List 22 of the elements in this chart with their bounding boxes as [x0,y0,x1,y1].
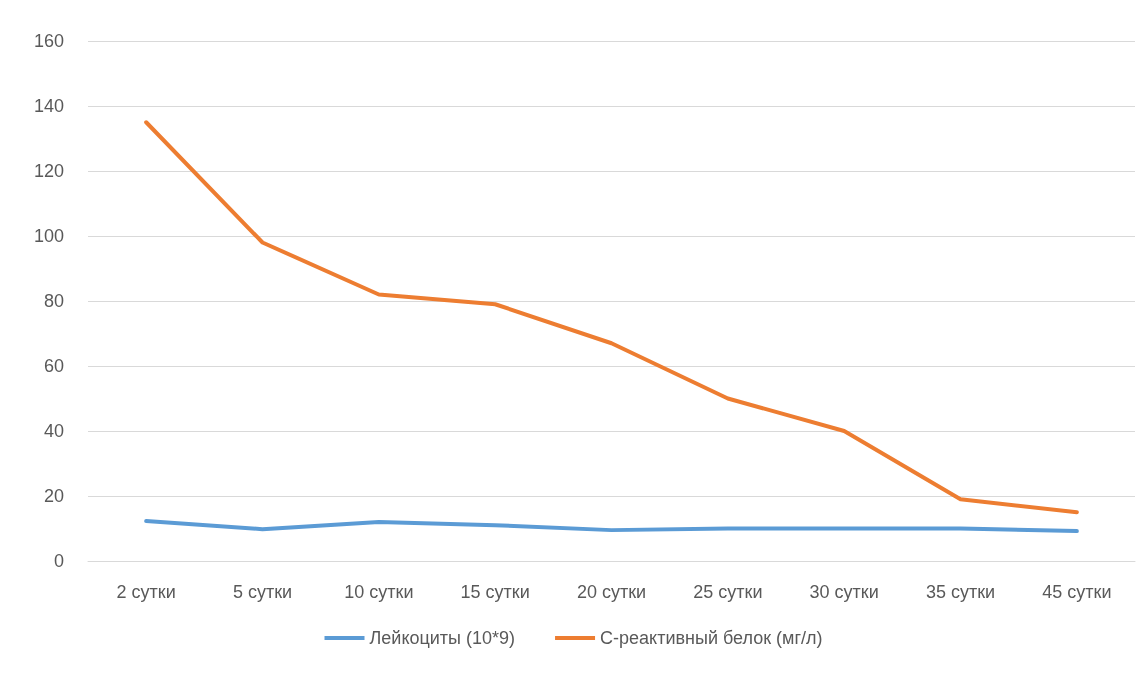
x-tick-label: 15 сутки [460,582,530,602]
y-tick-label: 60 [43,356,64,376]
x-tick-label: 25 сутки [693,582,763,602]
line-series [144,120,1079,515]
y-tick-label: 120 [33,161,64,181]
x-tick-label: 35 сутки [925,582,996,602]
line-series [144,519,1079,534]
legend-label: С-реактивный белок (мг/л) [600,628,823,648]
y-tick-label: 100 [33,226,64,246]
y-tick-label: 140 [33,96,64,116]
x-tick-label: 20 сутки [576,582,647,602]
y-tick-label: 20 [43,486,64,506]
y-tick-label: 0 [53,551,64,571]
y-tick-label: 40 [43,421,64,441]
x-tick-label: 45 сутки [1042,582,1112,602]
y-tick-label: 160 [33,31,64,51]
legend-label: Лейкоциты (10*9) [369,628,516,648]
x-tick-label: 30 сутки [809,582,879,602]
x-tick-label: 10 сутки [344,582,414,602]
y-tick-label: 80 [43,291,64,311]
x-tick-label: 5 сутки [232,582,293,602]
x-tick-label: 2 сутки [116,582,176,602]
